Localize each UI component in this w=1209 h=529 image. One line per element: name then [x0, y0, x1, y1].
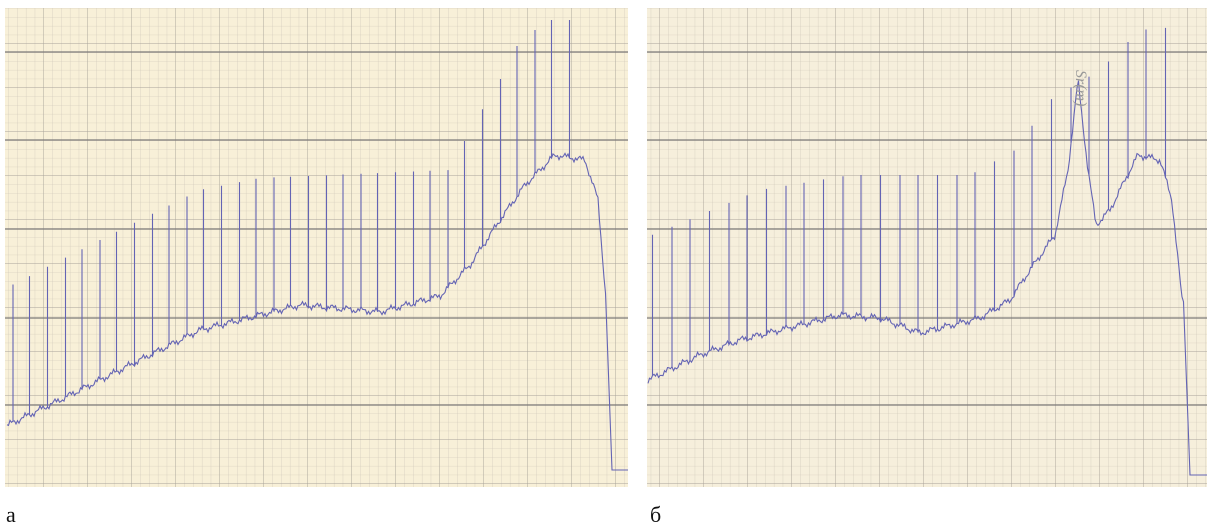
- grid-major: [5, 51, 628, 406]
- trace: [647, 27, 1207, 476]
- panel-b: Sr(m) б: [647, 8, 1207, 527]
- panel-label: б: [650, 502, 661, 527]
- annotation: Sr(m): [1072, 70, 1089, 106]
- trace: [6, 20, 628, 471]
- panel-label: а: [6, 502, 16, 527]
- grid-mid: [647, 8, 1207, 487]
- grid-major: [647, 51, 1207, 406]
- panel-a: а: [5, 8, 628, 527]
- grid-mid: [5, 8, 628, 487]
